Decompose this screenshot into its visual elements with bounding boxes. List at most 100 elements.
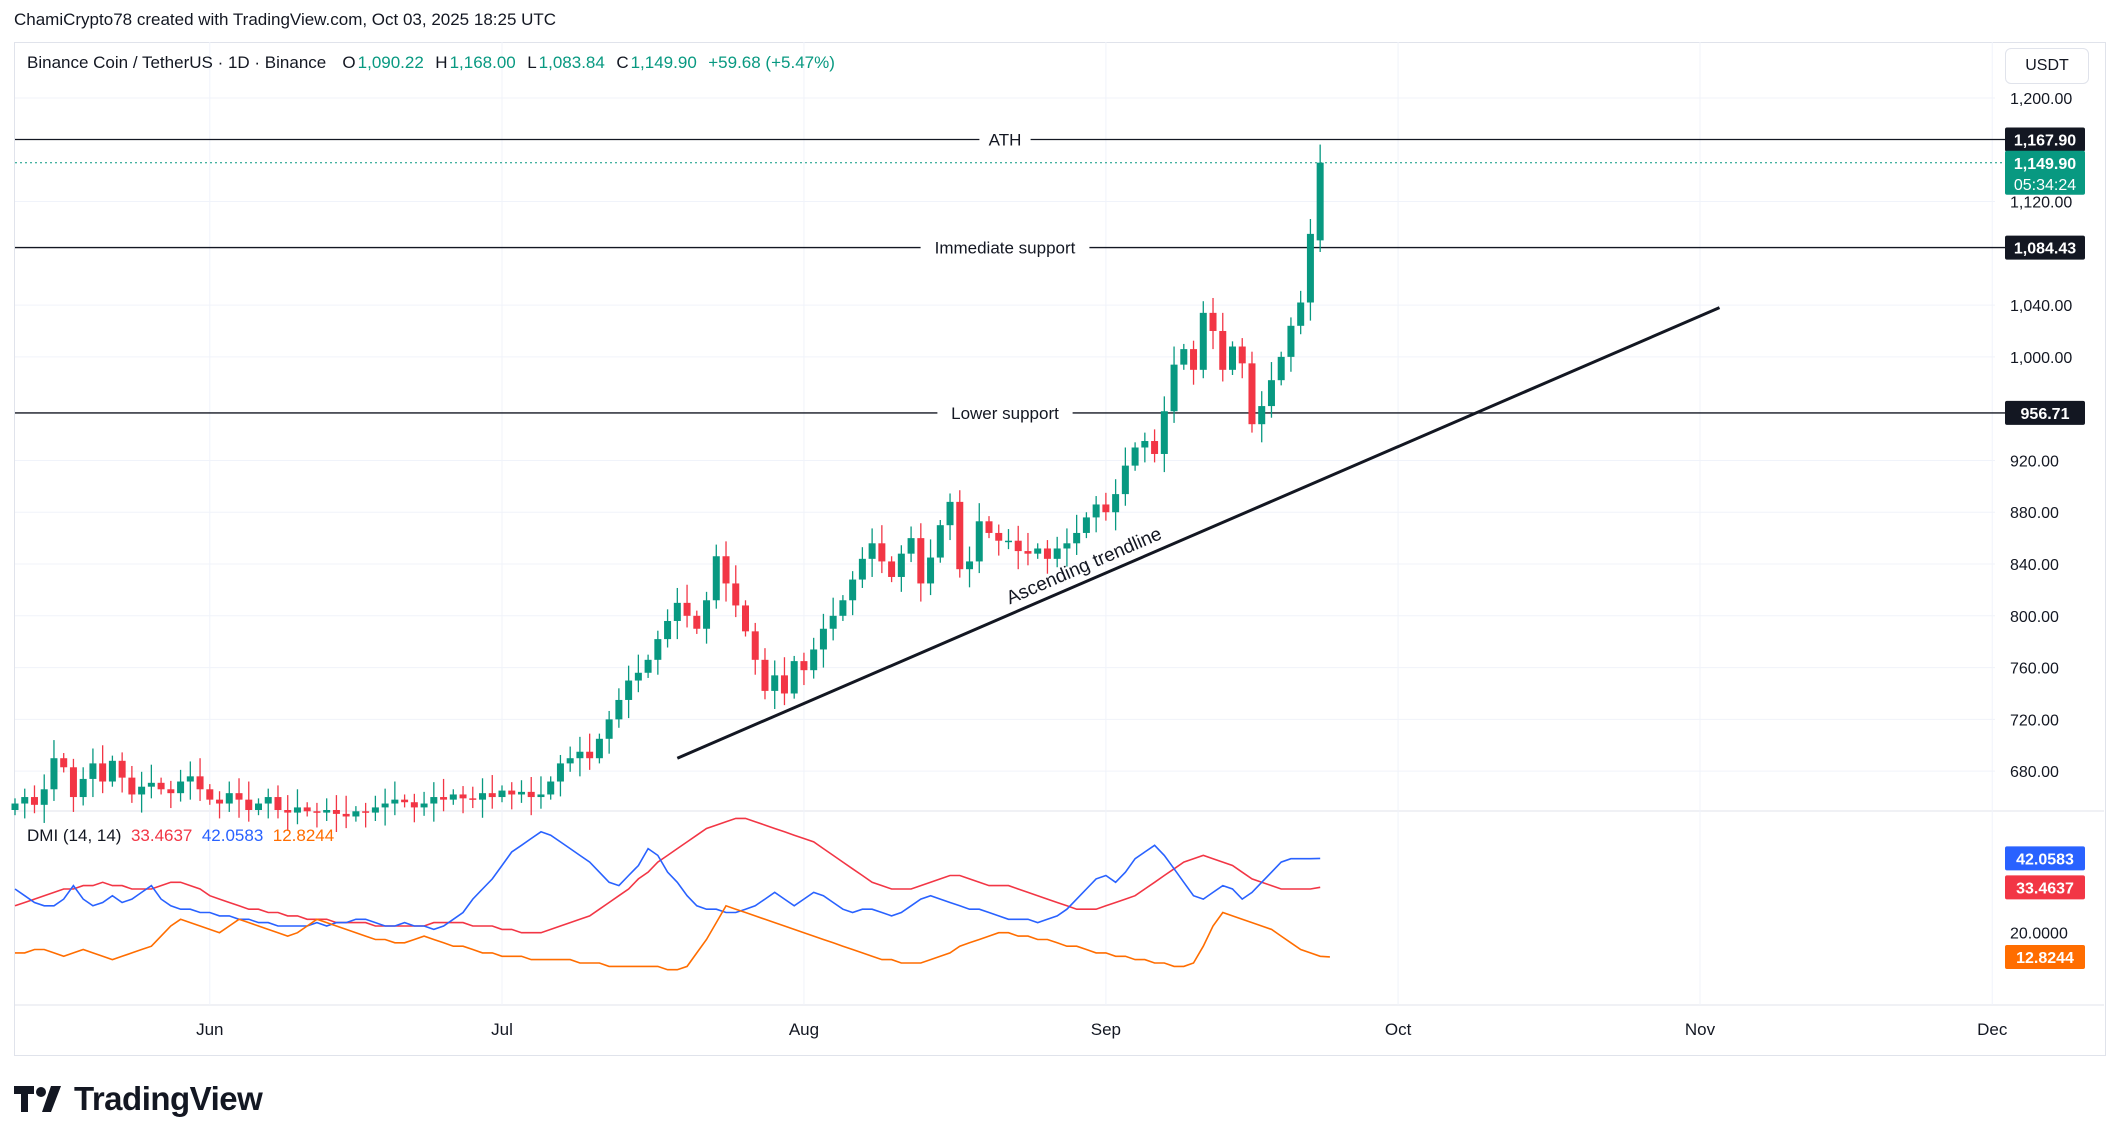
dmi-series-line[interactable] — [14, 817, 1321, 934]
ascending-trendline[interactable] — [676, 306, 1721, 760]
candle-body[interactable] — [683, 602, 691, 616]
candle-body[interactable] — [1170, 364, 1178, 412]
candle-body[interactable] — [99, 763, 107, 782]
candle-body[interactable] — [284, 810, 292, 813]
candle-body[interactable] — [410, 802, 418, 808]
candle-body[interactable] — [664, 620, 672, 640]
candle-body[interactable] — [1151, 441, 1159, 454]
candle-body[interactable] — [1306, 233, 1314, 303]
candle-body[interactable] — [303, 807, 311, 812]
candle-body[interactable] — [332, 810, 340, 814]
candle-body[interactable] — [1277, 356, 1285, 381]
candle-body[interactable] — [216, 799, 224, 804]
candle-body[interactable] — [352, 811, 360, 817]
candle-body[interactable] — [644, 659, 652, 673]
candle-body[interactable] — [118, 760, 126, 778]
candle-body[interactable] — [595, 738, 603, 759]
candle-body[interactable] — [897, 553, 905, 577]
candle-body[interactable] — [810, 649, 818, 671]
candle-body[interactable] — [1014, 540, 1022, 552]
candle-body[interactable] — [751, 631, 759, 660]
candle-body[interactable] — [381, 803, 389, 808]
candle-body[interactable] — [440, 797, 448, 800]
candle-body[interactable] — [1267, 380, 1275, 407]
candle-body[interactable] — [1112, 494, 1120, 513]
candle-body[interactable] — [430, 797, 438, 804]
candle-body[interactable] — [732, 583, 740, 606]
candle-body[interactable] — [839, 600, 847, 616]
candle-body[interactable] — [537, 794, 545, 798]
candle-body[interactable] — [576, 751, 584, 759]
candle-body[interactable] — [819, 628, 827, 650]
candle-body[interactable] — [274, 797, 282, 810]
candle-body[interactable] — [761, 659, 769, 691]
candle-body[interactable] — [488, 793, 496, 798]
candle-body[interactable] — [1209, 312, 1217, 331]
tradingview-logo[interactable]: TradingView — [14, 1080, 263, 1118]
candle-body[interactable] — [469, 798, 477, 800]
candle-body[interactable] — [858, 558, 866, 580]
candle-body[interactable] — [936, 525, 944, 558]
candle-body[interactable] — [89, 763, 97, 779]
candle-body[interactable] — [878, 543, 886, 562]
candle-body[interactable] — [1248, 363, 1256, 425]
candle-body[interactable] — [508, 790, 516, 795]
candle-body[interactable] — [868, 543, 876, 559]
dmi-series-line[interactable] — [15, 904, 1330, 971]
candle-body[interactable] — [108, 760, 116, 782]
candle-body[interactable] — [975, 521, 983, 562]
candle-body[interactable] — [1316, 162, 1324, 241]
candle-body[interactable] — [479, 793, 487, 800]
candle-body[interactable] — [1180, 349, 1188, 365]
candle-body[interactable] — [225, 793, 233, 804]
candle-body[interactable] — [517, 791, 525, 795]
candle-body[interactable] — [966, 561, 974, 570]
candle-body[interactable] — [1082, 517, 1090, 533]
candle-body[interactable] — [50, 758, 58, 790]
candle-body[interactable] — [459, 794, 467, 799]
candle-body[interactable] — [566, 758, 574, 764]
candle-body[interactable] — [264, 797, 272, 804]
candle-body[interactable] — [1024, 551, 1032, 554]
candle-body[interactable] — [1034, 548, 1042, 554]
candle-body[interactable] — [849, 579, 857, 601]
candle-body[interactable] — [1073, 532, 1081, 544]
candle-body[interactable] — [1199, 312, 1207, 370]
candle-body[interactable] — [1063, 543, 1071, 549]
candle-body[interactable] — [1190, 349, 1198, 370]
candle-body[interactable] — [60, 758, 68, 768]
candle-body[interactable] — [917, 538, 925, 584]
candle-body[interactable] — [147, 782, 155, 787]
candle-body[interactable] — [780, 675, 788, 694]
candle-body[interactable] — [1141, 441, 1149, 448]
candle-body[interactable] — [177, 781, 185, 794]
candle-body[interactable] — [907, 538, 915, 554]
candle-body[interactable] — [206, 789, 214, 800]
candle-body[interactable] — [956, 501, 964, 570]
candle-body[interactable] — [362, 811, 370, 813]
candle-body[interactable] — [927, 557, 935, 584]
candle-body[interactable] — [1102, 504, 1110, 513]
candle-body[interactable] — [634, 672, 642, 681]
candle-body[interactable] — [790, 661, 798, 694]
candle-body[interactable] — [946, 501, 954, 526]
candle-body[interactable] — [556, 763, 564, 782]
candle-body[interactable] — [449, 794, 457, 800]
candle-body[interactable] — [167, 789, 175, 794]
candle-body[interactable] — [625, 680, 633, 700]
candle-body[interactable] — [245, 799, 253, 810]
candle-body[interactable] — [829, 615, 837, 629]
candle-body[interactable] — [771, 675, 779, 691]
candle-body[interactable] — [654, 639, 662, 660]
candle-body[interactable] — [722, 556, 730, 584]
symbol-name[interactable]: Binance Coin / TetherUS · 1D · Binance — [27, 53, 327, 72]
candle-body[interactable] — [1297, 302, 1305, 326]
candle-body[interactable] — [323, 810, 331, 813]
candle-body[interactable] — [342, 813, 350, 817]
candle-body[interactable] — [985, 521, 993, 533]
candle-body[interactable] — [693, 615, 701, 629]
candle-body[interactable] — [742, 605, 749, 632]
candle-body[interactable] — [888, 561, 896, 577]
candle-body[interactable] — [1092, 504, 1100, 518]
